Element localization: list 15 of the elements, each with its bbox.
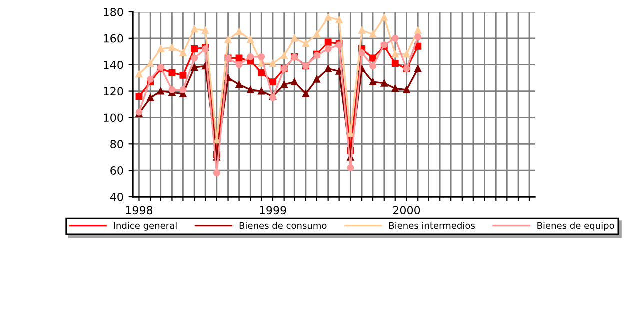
y-tick-label: 100 <box>104 114 124 122</box>
x-tick-label: 2000 <box>393 206 420 215</box>
y-tick-label: 80 <box>110 140 124 149</box>
legend-label: Bienes intermedios <box>390 222 475 230</box>
y-tick-label: 40 <box>110 192 124 202</box>
y-tick-label: 140 <box>104 60 124 70</box>
x-tick-label: 1999 <box>260 206 286 215</box>
y-tick-label: 120 <box>104 87 124 96</box>
y-tick-label: 160 <box>104 34 124 43</box>
legend-label: Indice general <box>114 222 177 231</box>
y-tick-label: 60 <box>110 166 124 175</box>
legend-label: Bienes de consumo <box>240 222 327 230</box>
x-tick-label: 1998 <box>126 206 153 215</box>
y-tick-label: 180 <box>104 8 124 16</box>
legend-label: Bienes de equipo <box>538 222 614 231</box>
